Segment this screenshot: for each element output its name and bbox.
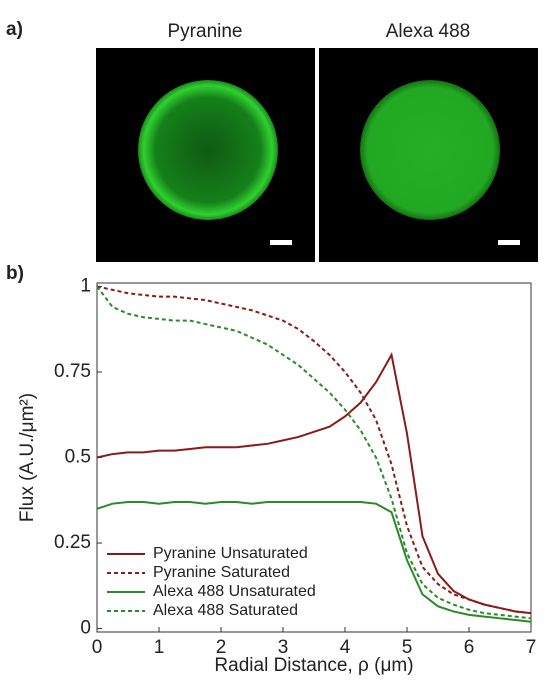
legend-label: Alexa 488 Unsaturated xyxy=(153,583,316,600)
panel-label: b) xyxy=(6,263,24,284)
y-tick-label: 0.25 xyxy=(54,532,91,553)
y-tick-label: 1 xyxy=(80,275,91,296)
x-tick-label: 5 xyxy=(402,637,413,658)
x-tick-label: 6 xyxy=(464,637,475,658)
image-title: Pyranine xyxy=(168,21,243,42)
series-line xyxy=(96,285,532,615)
panel-label: a) xyxy=(6,19,23,40)
scale-bar xyxy=(498,240,520,245)
x-tick-label: 4 xyxy=(340,637,351,658)
series-line xyxy=(96,352,532,615)
series-line xyxy=(96,285,532,620)
x-axis-label: Radial Distance, ρ (μm) xyxy=(214,655,413,676)
series-line xyxy=(96,500,532,623)
x-tick-label: 2 xyxy=(216,637,227,658)
x-tick-label: 0 xyxy=(92,637,103,658)
vesicle xyxy=(138,80,278,220)
vesicle xyxy=(360,80,500,220)
x-tick-label: 7 xyxy=(526,637,537,658)
legend-label: Alexa 488 Saturated xyxy=(153,602,298,619)
y-axis-label: Flux (A.U./μm²) xyxy=(17,393,38,522)
scale-bar xyxy=(270,240,292,245)
image-title: Alexa 488 xyxy=(386,21,471,42)
y-tick-label: 0.5 xyxy=(65,447,91,468)
x-tick-label: 3 xyxy=(278,637,289,658)
legend-label: Pyranine Unsaturated xyxy=(153,545,308,562)
legend-label: Pyranine Saturated xyxy=(153,564,290,581)
y-tick-label: 0.75 xyxy=(54,361,91,382)
y-tick-label: 0 xyxy=(80,618,91,639)
x-tick-label: 1 xyxy=(154,637,165,658)
